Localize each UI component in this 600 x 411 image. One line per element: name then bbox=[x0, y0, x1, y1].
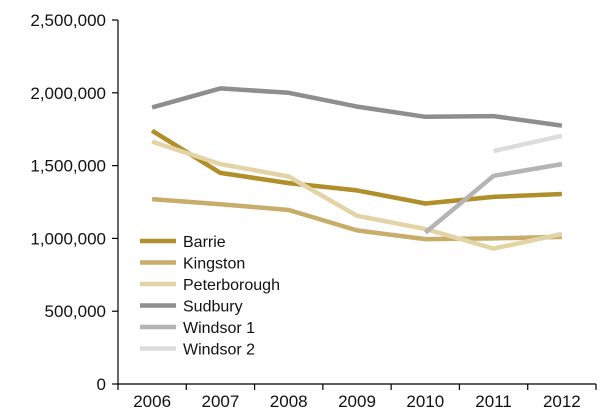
y-tick-label: 2,500,000 bbox=[30, 11, 106, 30]
y-tick-label: 2,000,000 bbox=[30, 84, 106, 103]
y-tick-labels: 0 500,000 1,000,000 1,500,000 2,000,000 2,500… bbox=[30, 11, 106, 394]
x-tick-label: 2008 bbox=[270, 392, 308, 411]
legend-label-peterborough: Peterborough bbox=[183, 277, 280, 294]
legend-label-windsor-2: Windsor 2 bbox=[183, 342, 255, 359]
series-line-kingston bbox=[151, 196, 562, 242]
y-tick-label: 500,000 bbox=[45, 302, 106, 321]
series-line-peterborough bbox=[151, 139, 563, 251]
x-tick-label: 2006 bbox=[133, 392, 171, 411]
y-tick-label: 0 bbox=[97, 375, 106, 394]
series-line-windsor-1 bbox=[423, 161, 563, 235]
legend-label-windsor-1: Windsor 1 bbox=[183, 320, 255, 337]
x-tick-label: 2012 bbox=[543, 392, 581, 411]
series-lines bbox=[150, 86, 563, 251]
y-tick-label: 1,500,000 bbox=[30, 157, 106, 176]
axes bbox=[112, 19, 597, 390]
series-line-windsor-2 bbox=[493, 133, 563, 154]
legend: Barrie Kingston Peterborough Sudbury Windsor… bbox=[140, 234, 280, 359]
x-tick-label: 2011 bbox=[475, 392, 512, 411]
legend-label-kingston: Kingston bbox=[183, 256, 245, 273]
legend-label-sudbury: Sudbury bbox=[183, 299, 243, 316]
series-line-sudbury bbox=[151, 86, 563, 128]
x-tick-label: 2010 bbox=[406, 392, 444, 411]
y-tick-label: 1,000,000 bbox=[30, 229, 106, 248]
x-tick-labels: 2006 2007 2008 2009 2010 2011 2012 bbox=[133, 392, 581, 411]
series-line-barrie bbox=[150, 128, 562, 206]
legend-label-barrie: Barrie bbox=[183, 234, 226, 251]
x-tick-label: 2009 bbox=[338, 392, 376, 411]
x-tick-label: 2007 bbox=[202, 392, 240, 411]
